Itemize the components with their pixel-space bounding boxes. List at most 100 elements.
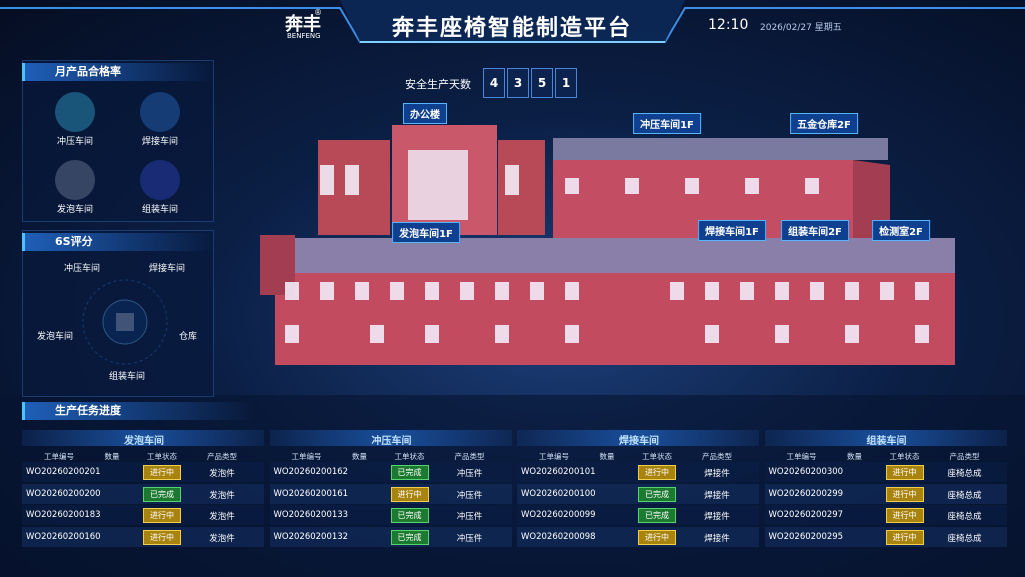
product-type: 冲压件 (456, 533, 483, 544)
task-table: 冲压车间 工单编号 数量 工单状态 产品类型 WO20260200162 已完成 冲压件 WO2… (269, 430, 512, 577)
column-header: 数量 (847, 452, 862, 461)
order-id: WO20260200161 (273, 488, 349, 499)
status-badge: 已完成 (638, 508, 676, 523)
building-label: 检测室2F (872, 220, 930, 241)
product-type: 座椅总成 (947, 533, 982, 544)
status-badge: 进行中 (638, 529, 676, 545)
order-id: WO20260200098 (521, 531, 596, 542)
column-header: 产品类型 (702, 452, 732, 461)
column-header: 工单状态 (642, 452, 672, 461)
product-type: 焊接件 (704, 469, 730, 479)
order-id: WO20260200160 (26, 531, 101, 542)
task-table: 焊接车间 工单编号 数量 工单状态 产品类型 WO20260200101 进行中 焊接件 WO2… (517, 430, 759, 577)
product-type: 座椅总成 (947, 469, 982, 479)
safety-digit: 5 (531, 68, 553, 98)
product-type: 焊接件 (704, 512, 730, 522)
building-label: 组装车间2F (781, 220, 849, 241)
table-header (517, 430, 759, 446)
product-type: 冲压件 (456, 469, 483, 479)
clock: 12:10 (708, 17, 749, 33)
workshop-name: 焊接车间 (619, 436, 659, 447)
logo-mark: ® (314, 8, 322, 17)
column-header: 产品类型 (454, 452, 485, 461)
status-badge: 进行中 (885, 508, 924, 523)
status-badge: 进行中 (638, 465, 676, 480)
order-id: WO20260200101 (521, 467, 596, 477)
column-header: 工单编号 (786, 452, 817, 461)
logo-sub: BENFENG (287, 32, 321, 40)
column-header: 产品类型 (949, 452, 980, 461)
product-type: 座椅总成 (947, 512, 982, 522)
page-title: 奔丰座椅智能制造平台 (391, 16, 633, 41)
column-header: 数量 (104, 452, 120, 461)
score-node: 冲压车间 (63, 264, 101, 274)
column-header: 工单状态 (394, 452, 425, 461)
column-header: 数量 (599, 452, 615, 461)
status-badge: 已完成 (390, 508, 429, 523)
order-id: WO20260200200 (26, 488, 101, 499)
product-type: 发泡件 (209, 490, 235, 501)
sphere-label: 发泡车间 (56, 205, 94, 215)
score-node: 发泡车间 (36, 332, 74, 342)
sphere-label: 焊接车间 (141, 137, 179, 147)
status-badge: 进行中 (885, 486, 924, 502)
safety-digit: 4 (483, 68, 505, 98)
product-type: 焊接件 (704, 533, 730, 544)
score-node: 焊接车间 (148, 264, 186, 274)
column-header: 工单编号 (539, 452, 569, 461)
status-badge: 已完成 (390, 529, 429, 545)
order-id: WO20260200299 (768, 488, 844, 499)
workshop-name: 发泡车间 (124, 436, 164, 447)
status-badge: 进行中 (143, 508, 181, 523)
date: 2026/02/27 星期五 (760, 23, 842, 33)
order-id: WO20260200099 (521, 510, 596, 520)
status-badge: 已完成 (638, 486, 676, 502)
column-header: 数量 (352, 452, 367, 461)
status-badge: 进行中 (885, 465, 924, 480)
task-table: 组装车间 工单编号 数量 工单状态 产品类型 WO20260200300 进行中 座椅总成 WO… (764, 430, 1007, 577)
task-table: 发泡车间 工单编号 数量 工单状态 产品类型 WO20260200201 进行中 发泡件 WO2… (22, 430, 264, 577)
column-header: 产品类型 (207, 452, 237, 461)
order-id: WO20260200133 (273, 510, 349, 520)
product-type: 冲压件 (456, 490, 483, 501)
product-type: 冲压件 (456, 512, 483, 522)
status-badge: 已完成 (390, 465, 429, 480)
product-type: 发泡件 (209, 533, 235, 544)
panel-title: 生产任务进度 (22, 402, 255, 420)
column-header: 工单状态 (147, 452, 177, 461)
order-id: WO20260200132 (273, 531, 349, 542)
sphere-label: 组装车间 (141, 205, 179, 215)
panel-title: 6S评分 (22, 233, 215, 251)
building-label: 发泡车间1F (392, 222, 460, 243)
order-id: WO20260200201 (26, 467, 101, 477)
column-header: 工单编号 (291, 452, 322, 461)
order-id: WO20260200162 (273, 467, 349, 477)
order-id: WO20260200300 (768, 467, 844, 477)
column-header: 工单状态 (889, 452, 920, 461)
panel-title: 月产品合格率 (22, 63, 215, 81)
status-badge: 进行中 (143, 529, 181, 545)
status-badge: 进行中 (885, 529, 924, 545)
status-badge: 已完成 (143, 486, 181, 502)
safety-digit: 3 (507, 68, 529, 98)
safety-digit: 1 (555, 68, 577, 98)
table-header (22, 430, 264, 446)
building-label: 焊接车间1F (698, 220, 766, 241)
building-label: 五金仓库2F (790, 113, 858, 134)
logo: 奔丰 (285, 14, 321, 35)
order-id: WO20260200183 (26, 510, 101, 520)
building-label: 办公楼 (403, 103, 447, 124)
sphere-label: 冲压车间 (56, 137, 94, 147)
order-id: WO20260200297 (768, 510, 844, 520)
score-node: 仓库 (178, 332, 198, 342)
product-type: 焊接件 (704, 490, 730, 501)
table-header (269, 430, 512, 446)
product-type: 座椅总成 (947, 490, 982, 501)
quality-panel (22, 60, 214, 222)
score-node: 组装车间 (108, 372, 146, 382)
score-panel (22, 230, 214, 397)
product-type: 发泡件 (209, 512, 235, 522)
order-id: WO20260200100 (521, 488, 596, 499)
column-header: 工单编号 (44, 452, 74, 461)
